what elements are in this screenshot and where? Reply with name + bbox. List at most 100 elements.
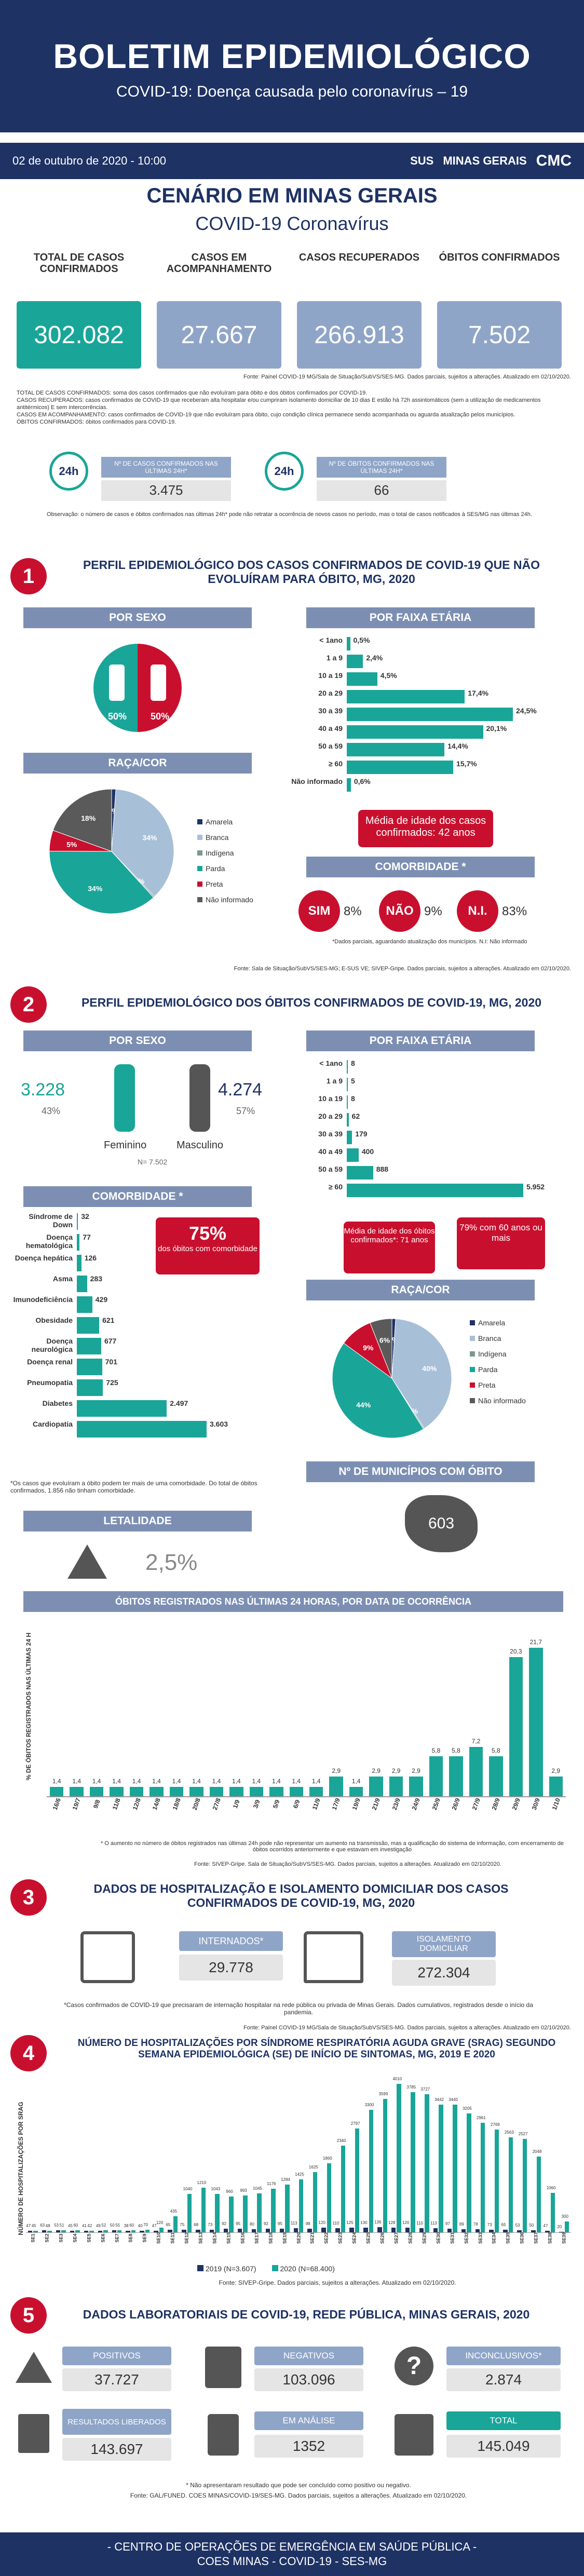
male-icon: [189, 1064, 210, 1132]
bar: [182, 2229, 186, 2232]
bar-label: 30 a 39: [318, 707, 343, 715]
bar-value: 3727: [420, 2086, 430, 2092]
x-tick: SE35: [505, 2232, 511, 2244]
bar-value: 95: [236, 2221, 241, 2227]
bar-label: Doença hematológica: [25, 1233, 73, 1250]
bar-label: 1 a 9: [326, 1077, 343, 1085]
bar-value: 1,4: [252, 1777, 261, 1785]
legend-swatch: [470, 1382, 475, 1388]
x-tick: SE7: [114, 2233, 119, 2243]
n-note: N= 7.502: [138, 1158, 168, 1166]
scenario-title: CENÁRIO EM MINAS GERAIS: [146, 184, 438, 207]
section-number: 1: [10, 558, 47, 594]
legend-text: Não informado: [478, 1397, 526, 1405]
section4-title: NÚMERO DE HOSPITALIZAÇÕES POR SÍNDROME R…: [77, 2038, 556, 2060]
lab-total: 145.049: [446, 2435, 561, 2458]
daily-note: * O aumento no número de óbitos registra…: [100, 1840, 564, 1853]
kpi-label-acomp: CASOS EM ACOMPANHAMENTO: [166, 252, 272, 275]
bar-label: 50 a 59: [318, 742, 343, 750]
bar: [503, 2230, 508, 2232]
bar: [429, 1756, 443, 1796]
s2-over60: 79% com 60 anos ou mais: [457, 1217, 545, 1269]
bar: [89, 1786, 104, 1796]
kpi-label-recup: CASOS RECUPERADOS: [298, 252, 420, 263]
s5-source: Fonte: GAL/FUNED. COES MINAS/COVID-19/SE…: [130, 2492, 467, 2499]
legend-2020-text: 2020 (N=68.400): [280, 2265, 335, 2273]
calculator-icon: [395, 2414, 433, 2456]
x-tick: SE5: [86, 2233, 92, 2243]
bar-value: 5,8: [431, 1747, 441, 1755]
x-tick: SE8: [128, 2233, 133, 2243]
bar: [169, 1786, 184, 1796]
bar-value: 0,5%: [353, 636, 370, 644]
legend-item: Amarela: [197, 818, 233, 826]
bar: [469, 1746, 483, 1796]
legend-item: Parda: [197, 864, 225, 873]
bar: [347, 1113, 349, 1127]
fem-count: 3.228: [21, 1080, 65, 1100]
bar: [550, 2193, 555, 2232]
bulletin-title: BOLETIM EPIDEMIOLÓGICO: [53, 37, 531, 75]
x-tick: SE32: [464, 2232, 469, 2244]
bar-value: 15,7%: [456, 760, 477, 768]
bar-value: 5.952: [526, 1183, 545, 1191]
bar-value: 20,3: [510, 1648, 522, 1656]
fem-pct: 43%: [42, 1106, 61, 1116]
pie-slice: [332, 1343, 424, 1439]
bar-value: 49: [96, 2223, 101, 2228]
bar-label: < 1ano: [319, 636, 343, 644]
s4-source: Fonte: SIVEP-Gripe. Dados parciais, suje…: [219, 2279, 456, 2286]
bar: [271, 2189, 276, 2232]
lab-analysis: 1352: [254, 2435, 363, 2458]
daily-deaths-chart: 1,4 16/6 1,4 19/7 1,4 9/8 1,4 11/8 1,4 12/8 1,4 14/…: [47, 1625, 571, 1833]
bar-value: 20: [557, 2224, 562, 2229]
bar-value: 2,9: [372, 1767, 381, 1774]
bar-value: 1860: [322, 2156, 332, 2161]
bar-value: 77: [83, 1233, 91, 1241]
bar-value: 4,5%: [380, 671, 397, 680]
bar: [347, 1148, 359, 1162]
bar: [347, 690, 465, 703]
masc-pct: 57%: [236, 1106, 255, 1116]
bar: [489, 2229, 494, 2232]
bar-label: 40 a 49: [318, 1147, 343, 1156]
legend-item: Amarela: [470, 1319, 505, 1327]
bar-value: 52: [101, 2223, 106, 2228]
bar: [140, 2231, 144, 2232]
bar-value: 2.497: [170, 1399, 188, 1407]
bar-value: 130: [360, 2220, 368, 2225]
s2-comorb-note: *Os casos que evoluíram a óbito podem te…: [10, 1480, 257, 1494]
x-tick: SE20: [295, 2232, 301, 2244]
bar-value: 62: [351, 1112, 360, 1120]
bar-value: 89: [459, 2221, 464, 2227]
bar-value: 41: [82, 2224, 87, 2229]
bar: [285, 2185, 290, 2232]
section-number: 3: [10, 1879, 47, 1916]
mg-logo: MINAS GERAIS: [443, 154, 527, 167]
x-tick: SE1: [30, 2233, 36, 2243]
bar-value: 125: [346, 2220, 354, 2226]
clock-24h-icon: 24h: [265, 452, 304, 491]
bar: [349, 1786, 363, 1796]
x-tick: SE17: [254, 2232, 260, 2244]
definitions: TOTAL DE CASOS CONFIRMADOS: soma dos cas…: [17, 389, 567, 426]
x-tick: SE12: [184, 2232, 189, 2244]
bar-label: 20 a 29: [318, 689, 343, 697]
bar: [56, 2230, 61, 2232]
bar-value: 1,4: [172, 1777, 181, 1785]
sus-logo: SUS: [410, 154, 434, 167]
s1-sex-head: POR SEXO: [23, 607, 252, 628]
bar-value: 50: [529, 2223, 534, 2228]
bar-value: 3.603: [210, 1420, 228, 1428]
legend-swatch: [470, 1320, 475, 1325]
bar-value: 435: [170, 2208, 178, 2214]
kpi-source: Fonte: Painel COVID-19 MG/Sala de Situaç…: [243, 374, 571, 380]
bar-value: 95: [277, 2221, 282, 2227]
bar-label: 10 a 19: [318, 671, 343, 680]
bar: [131, 2230, 136, 2232]
bar-value: 283: [90, 1275, 102, 1283]
bar: [377, 2227, 382, 2232]
s2-comorb-head: COMORBIDADE *: [23, 1186, 252, 1207]
bar: [347, 1095, 348, 1109]
pie-label: 6%: [379, 1336, 390, 1345]
